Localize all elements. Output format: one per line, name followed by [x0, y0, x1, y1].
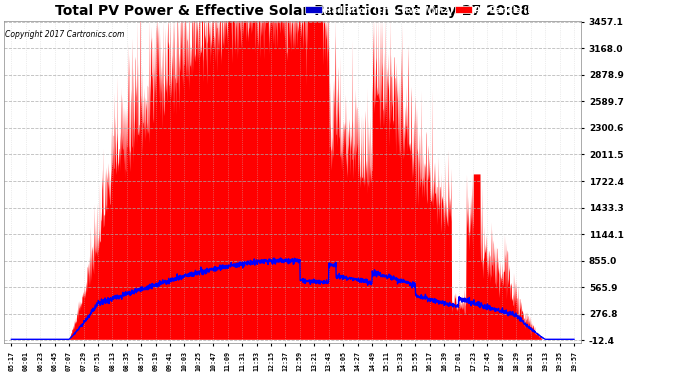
- Title: Total PV Power & Effective Solar Radiation Sat May 27 20:08: Total PV Power & Effective Solar Radiati…: [55, 4, 531, 18]
- Legend: Radiation (Effective W/m2), PV Panels (DC Watts): Radiation (Effective W/m2), PV Panels (D…: [304, 4, 577, 16]
- Text: Copyright 2017 Cartronics.com: Copyright 2017 Cartronics.com: [5, 30, 124, 39]
